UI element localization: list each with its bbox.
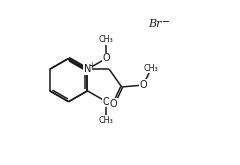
Text: N: N — [84, 64, 91, 74]
Text: +: + — [89, 61, 95, 70]
Text: Br: Br — [148, 19, 161, 29]
Text: O: O — [102, 53, 110, 63]
Text: CH₃: CH₃ — [99, 35, 114, 44]
Text: −: − — [162, 17, 170, 27]
Text: CH₃: CH₃ — [99, 116, 114, 125]
Text: O: O — [102, 97, 110, 107]
Text: CH₃: CH₃ — [144, 64, 159, 73]
Text: O: O — [139, 80, 147, 90]
Text: O: O — [110, 99, 118, 109]
